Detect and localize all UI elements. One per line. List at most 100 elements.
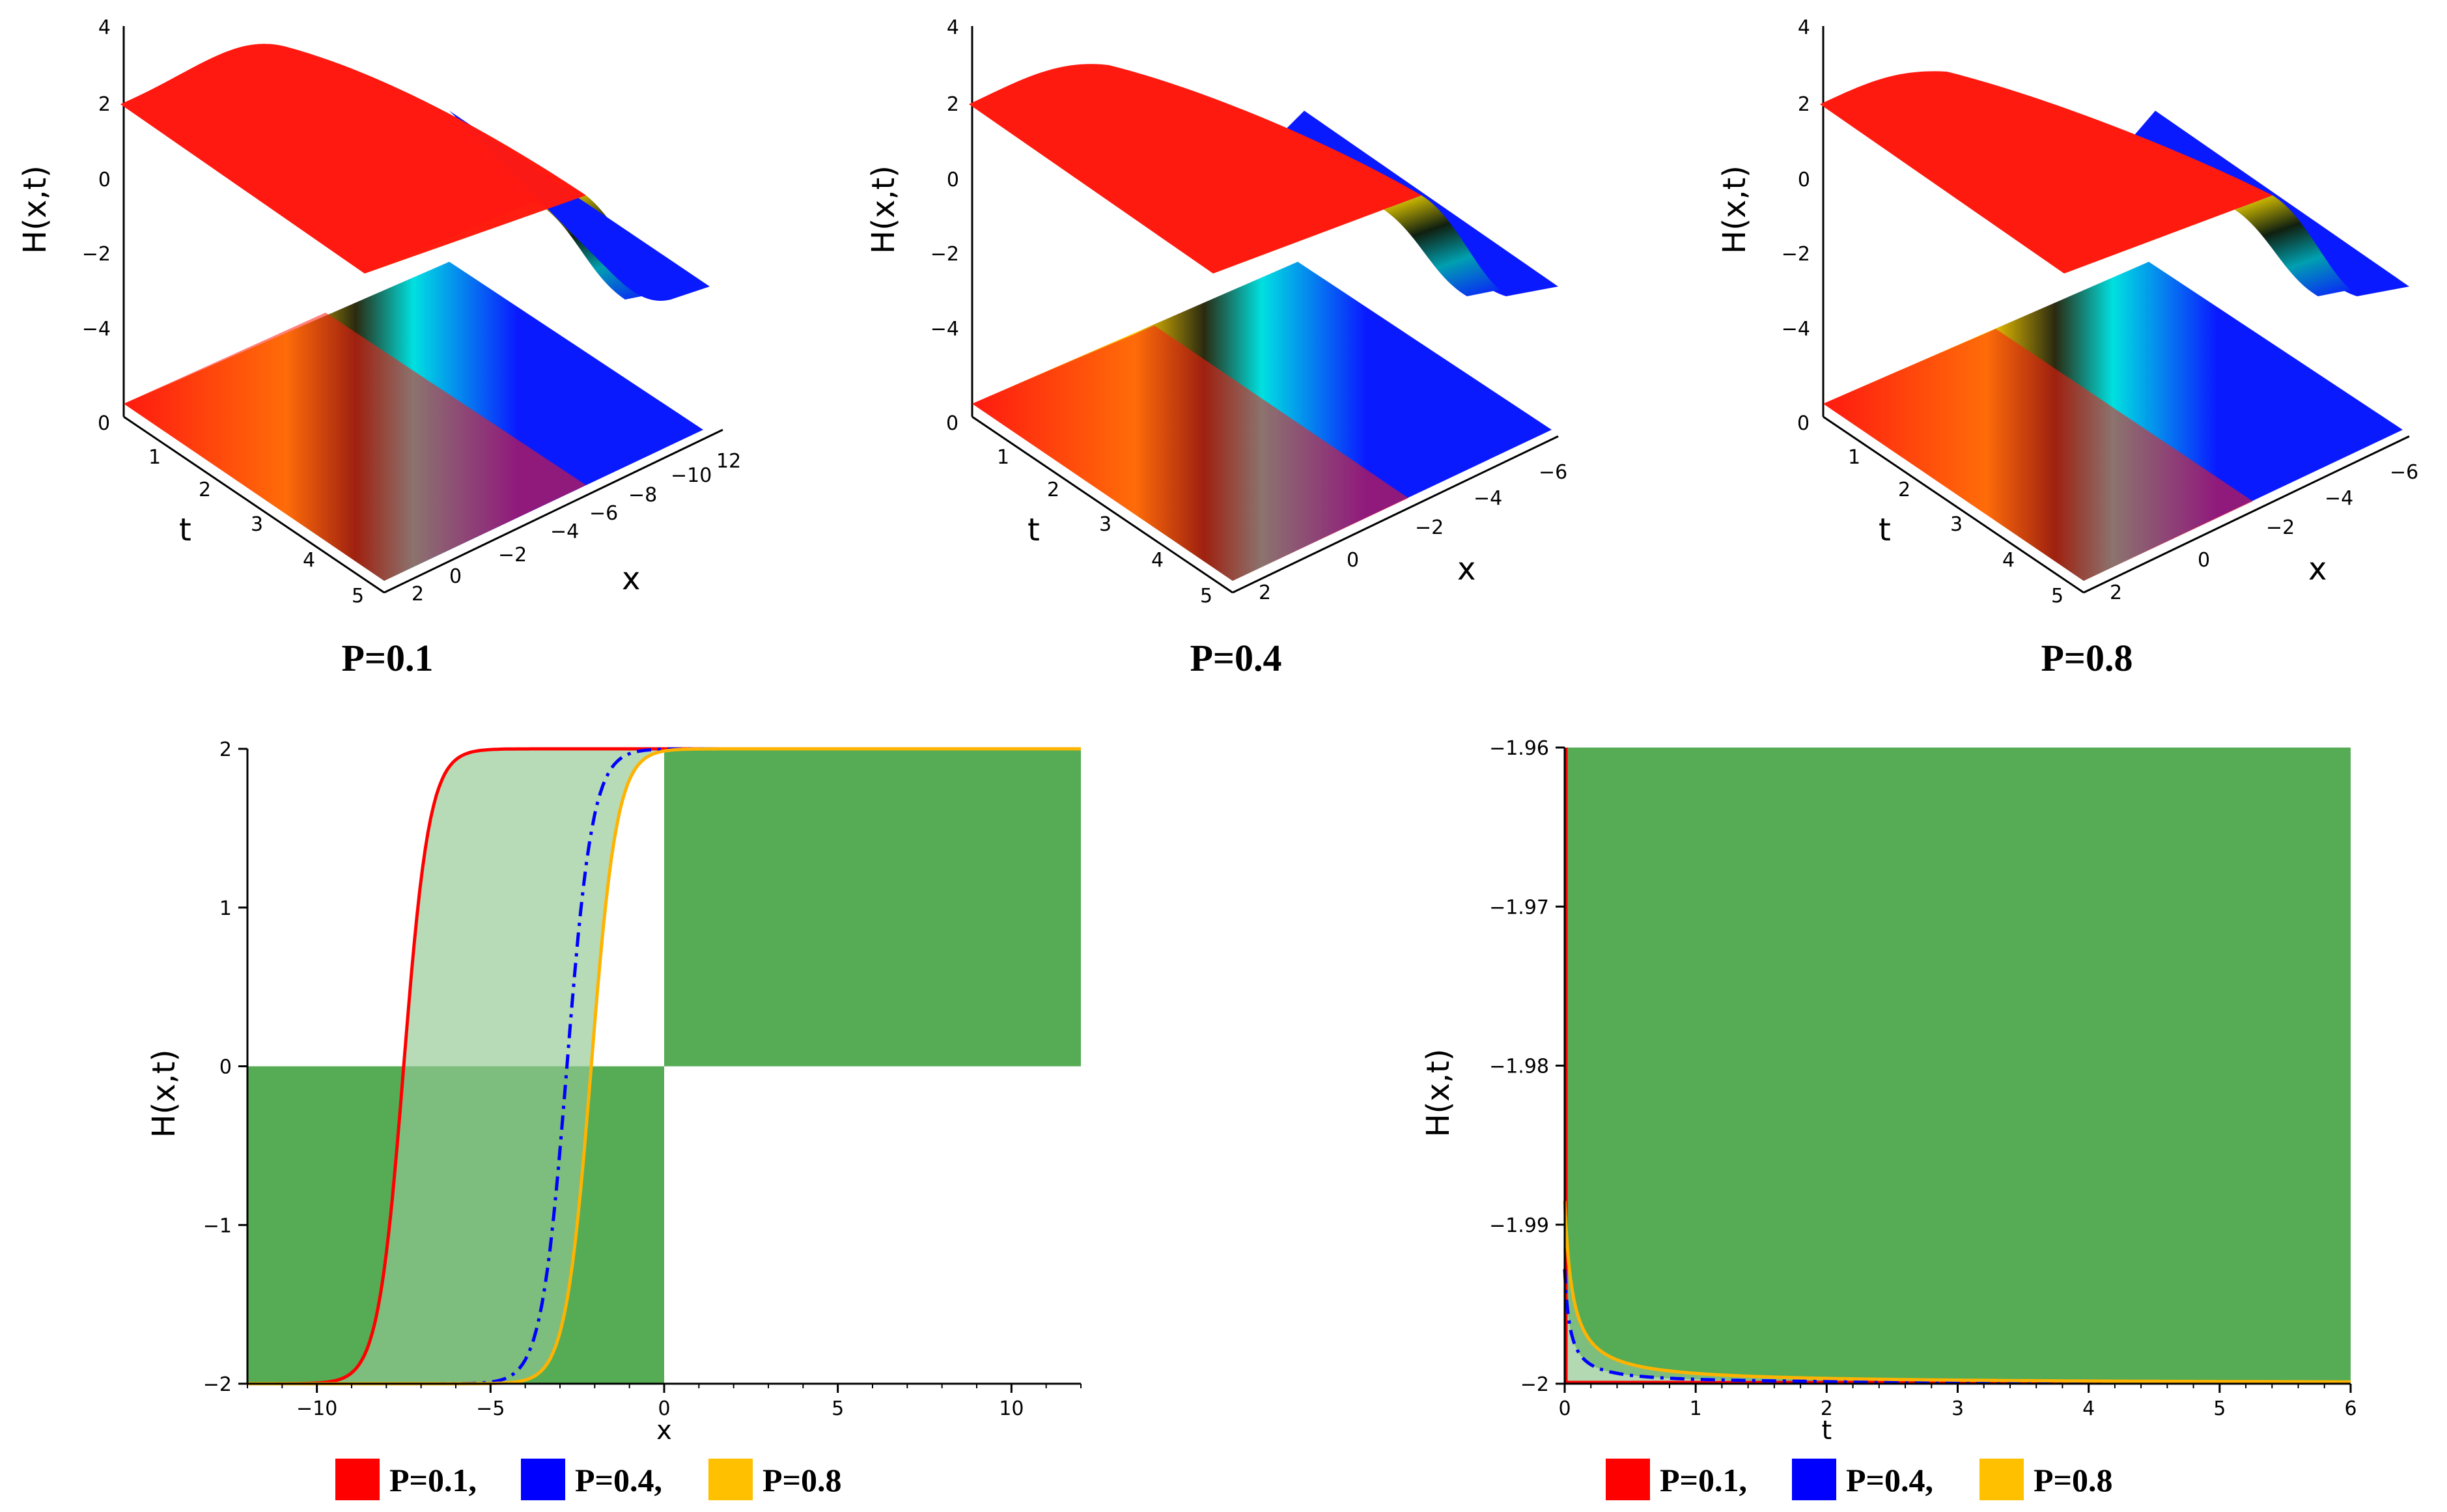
legend-label: P=0.1, bbox=[389, 1462, 477, 1498]
x-tick-label: 0 bbox=[1347, 549, 1359, 572]
t-tick-label: 0 bbox=[946, 412, 958, 435]
fill-dark-right bbox=[664, 749, 1081, 1067]
y-axis-label: H(x,t) bbox=[146, 1049, 182, 1138]
x-tick-label: 0 bbox=[2198, 549, 2210, 572]
z-tick-label: 0 bbox=[947, 169, 959, 191]
t-axis bbox=[1823, 415, 2084, 594]
x-tick-label: 0 bbox=[1558, 1397, 1571, 1420]
t-tick-label: 2 bbox=[199, 479, 211, 501]
panel-caption: P=0.8 bbox=[2041, 637, 2133, 679]
surface-panel-p04: 4 2 0 −2 −4 H(x,t) 0 1 2 3 4 5 t 2 0 −2 … bbox=[865, 16, 1567, 679]
z-tick-label: 4 bbox=[98, 16, 111, 39]
x-tick-label: −10 bbox=[671, 464, 712, 487]
panel-caption: P=0.1 bbox=[342, 637, 434, 679]
x-tick-label: −4 bbox=[2325, 487, 2353, 510]
t-axis bbox=[972, 415, 1233, 594]
legend-swatch-p08 bbox=[708, 1459, 753, 1500]
y-tick-label: −1.96 bbox=[1489, 737, 1549, 760]
y-tick-label: −2 bbox=[203, 1373, 232, 1396]
legend-label: P=0.8 bbox=[2034, 1462, 2113, 1498]
x-axis-label: x bbox=[1457, 551, 1475, 587]
x-tick-label: 4 bbox=[2082, 1397, 2095, 1420]
t-axis bbox=[123, 415, 385, 594]
x-tick-label: −4 bbox=[1474, 487, 1502, 510]
t-tick-label: 5 bbox=[2051, 585, 2063, 608]
y-tick-label: 2 bbox=[219, 738, 232, 761]
z-axis-label: H(x,t) bbox=[17, 165, 53, 254]
z-tick-label: −4 bbox=[930, 318, 959, 341]
legend-label: P=0.4, bbox=[575, 1462, 662, 1498]
x-axis-label: t bbox=[1821, 1416, 1832, 1446]
z-tick-label: −4 bbox=[82, 318, 111, 341]
surface-panel-p01: 4 2 0 −2 −4 H(x,t) 0 1 2 3 4 5 t 2 0 −2 … bbox=[17, 16, 741, 679]
z-tick-label: 4 bbox=[1798, 16, 1810, 39]
x-axis bbox=[2083, 435, 2410, 594]
legend-label: P=0.8 bbox=[762, 1462, 842, 1498]
series-line-P=0.8 bbox=[1563, 1201, 2351, 1384]
x-tick-label: 2 bbox=[1821, 1397, 1833, 1420]
upper-surface-red bbox=[1820, 71, 2272, 273]
z-tick-label: 4 bbox=[947, 16, 959, 39]
z-tick-label: −2 bbox=[82, 243, 111, 266]
upper-surface-wall bbox=[1213, 195, 1500, 296]
x-tick-label: −6 bbox=[589, 502, 618, 525]
legend-swatch-p04 bbox=[1792, 1459, 1836, 1500]
fills bbox=[247, 749, 1081, 1384]
z-tick-label: 2 bbox=[1798, 93, 1810, 116]
y-tick-label: −1 bbox=[203, 1214, 232, 1237]
z-tick-label: −2 bbox=[1782, 243, 1810, 266]
t-tick-label: 4 bbox=[2002, 549, 2015, 572]
x-tick-label: 2 bbox=[412, 583, 424, 606]
line-chart-vs-t: 0 1 2 3 4 5 6 −2 −1.99 −1.98 −1.97 −1.96 H(x,t) t P… bbox=[1420, 737, 2357, 1500]
legend-label: P=0.4, bbox=[1846, 1462, 1933, 1498]
z-tick-label: −4 bbox=[1782, 318, 1810, 341]
t-tick-label: 2 bbox=[1898, 479, 1910, 501]
x-tick-label: 0 bbox=[449, 565, 462, 588]
t-tick-label: 4 bbox=[303, 549, 315, 572]
legend: P=0.1, P=0.4, P=0.8 bbox=[335, 1459, 842, 1500]
x-axis-label: x bbox=[622, 561, 640, 597]
z-tick-label: 2 bbox=[98, 93, 111, 116]
t-axis-label: t bbox=[1879, 512, 1891, 548]
surface-panel-p08: 4 2 0 −2 −4 H(x,t) 0 1 2 3 4 5 t 2 0 −2 … bbox=[1716, 16, 2418, 679]
x-tick-label: −6 bbox=[1539, 461, 1567, 484]
x-axis-label: x bbox=[2308, 551, 2327, 587]
t-tick-label: 3 bbox=[251, 513, 263, 536]
x-tick-label: 0 bbox=[658, 1397, 670, 1420]
upper-surface-red-front bbox=[120, 44, 586, 274]
t-tick-label: 1 bbox=[1848, 446, 1860, 469]
t-tick-label: 3 bbox=[1099, 513, 1112, 536]
x-tick-label: 2 bbox=[2110, 581, 2122, 604]
legend-swatch-p01 bbox=[1606, 1459, 1650, 1500]
t-tick-label: 2 bbox=[1047, 479, 1059, 501]
y-tick-label: 0 bbox=[219, 1056, 232, 1079]
axes: 0 1 2 3 4 5 6 −2 −1.99 −1.98 −1.97 −1.96 bbox=[1489, 737, 2356, 1420]
upper-surface-red bbox=[969, 64, 1421, 273]
x-tick-label: 12 bbox=[716, 450, 741, 473]
t-tick-label: 1 bbox=[148, 446, 161, 469]
x-tick-label: −6 bbox=[2390, 461, 2418, 484]
y-tick-label: 1 bbox=[219, 897, 232, 920]
legend-label: P=0.1, bbox=[1660, 1462, 1747, 1498]
t-tick-label: 5 bbox=[1200, 585, 1212, 608]
x-tick-label: −2 bbox=[498, 544, 527, 567]
x-tick-label: 3 bbox=[1951, 1397, 1964, 1420]
x-axis bbox=[384, 428, 723, 594]
t-tick-label: 1 bbox=[997, 446, 1009, 469]
y-tick-label: −1.98 bbox=[1489, 1056, 1549, 1078]
x-tick-label: 6 bbox=[2344, 1397, 2356, 1420]
legend-swatch-p04 bbox=[521, 1459, 565, 1500]
t-tick-label: 0 bbox=[98, 412, 110, 435]
y-tick-label: −1.97 bbox=[1489, 896, 1549, 919]
series-lines bbox=[1563, 748, 2351, 1385]
y-tick-label: −1.99 bbox=[1489, 1214, 1549, 1237]
y-axis-label: H(x,t) bbox=[1420, 1048, 1457, 1137]
z-axis-label: H(x,t) bbox=[865, 165, 902, 254]
y-tick-label: −2 bbox=[1520, 1373, 1549, 1396]
t-axis-label: t bbox=[179, 512, 191, 548]
x-tick-label: 5 bbox=[832, 1397, 844, 1420]
t-tick-label: 0 bbox=[1797, 412, 1810, 435]
x-axis bbox=[1232, 435, 1559, 594]
